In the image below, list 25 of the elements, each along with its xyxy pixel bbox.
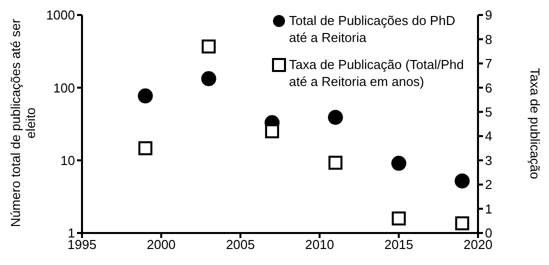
y2-tick-label: 9 <box>485 8 492 23</box>
x-tick-label: 2000 <box>146 237 176 252</box>
y2-axis-title: Taxa de publicação <box>528 66 542 182</box>
y2-tick-label: 4 <box>485 128 492 144</box>
y-axis-title: Número total de publicações até ser eleito <box>8 18 38 230</box>
x-tick-label: 2015 <box>384 237 414 252</box>
y2-tick-label: 6 <box>485 80 492 96</box>
y-tick-label: 1000 <box>46 8 75 23</box>
point <box>201 71 216 86</box>
point <box>391 156 406 171</box>
y2-tick-label: 8 <box>485 32 492 47</box>
y2-tick-label: 5 <box>485 104 492 120</box>
y2-tick-label: 1 <box>485 201 492 216</box>
point <box>454 173 470 188</box>
y2-tick-label: 2 <box>485 177 492 192</box>
y2-tick-label: 7 <box>485 56 492 72</box>
x-tick-label: 2010 <box>305 237 334 252</box>
x-tick-label: 2005 <box>226 237 255 252</box>
point <box>328 110 343 125</box>
legend-label: Total de Publicações do PhD até a Reitoria <box>289 12 456 46</box>
legend-label: Taxa de Publicação (Total/Phd até a Reitoria em anos) <box>289 56 465 90</box>
y-tick-label: 100 <box>53 80 75 96</box>
y-tick-label: 10 <box>60 152 75 168</box>
y2-tick-label: 3 <box>485 152 492 168</box>
point <box>138 88 153 104</box>
